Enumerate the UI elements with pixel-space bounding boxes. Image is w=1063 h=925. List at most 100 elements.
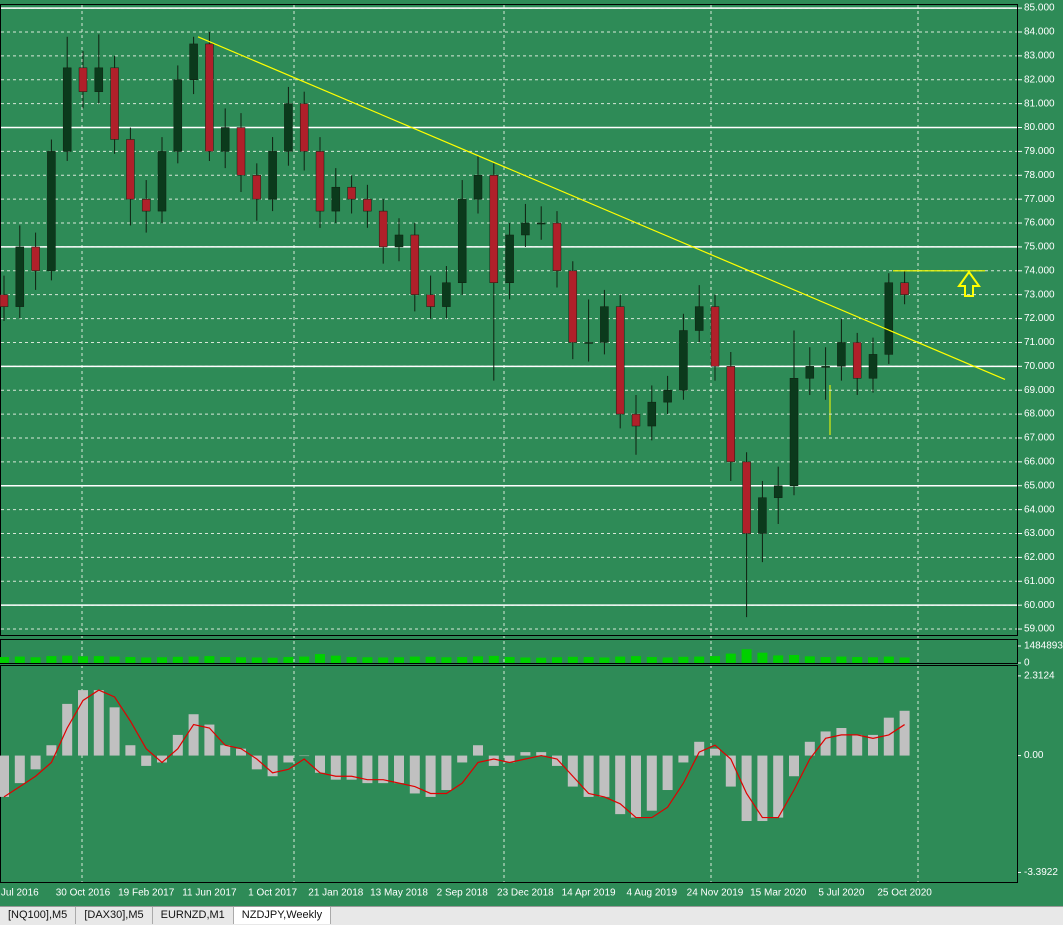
macd-bar (536, 752, 547, 756)
y-tick-label: 73.000 (1024, 289, 1055, 300)
background (0, 0, 1063, 906)
macd-bar (267, 755, 278, 777)
x-tick-label: 21 Jan 2018 (308, 888, 363, 899)
macd-bar (283, 755, 294, 763)
macd-bar (125, 745, 136, 756)
y-tick-label: 64.000 (1024, 504, 1055, 515)
macd-signal (3, 689, 905, 819)
y-tick-label: 84.000 (1024, 27, 1055, 38)
volume-bar (631, 656, 641, 663)
macd-bar (852, 734, 863, 756)
candle-body (694, 306, 704, 331)
y-tick-label: 78.000 (1024, 170, 1055, 181)
macd-tick-label: 2.3124 (1024, 671, 1055, 682)
volume-bar (567, 656, 578, 663)
y-tick-label: 83.000 (1024, 51, 1055, 62)
axis-panel (1018, 0, 1063, 906)
volume-bar (646, 657, 657, 663)
macd-bar (520, 752, 531, 756)
y-tick-label: 75.000 (1024, 242, 1055, 253)
macd-bar (646, 755, 657, 811)
volume-bar (757, 652, 768, 663)
macd-bar (93, 690, 104, 756)
macd-bar (441, 755, 452, 791)
x-tick-label: 11 Jun 2017 (182, 888, 237, 899)
y-tick-label: 69.000 (1024, 385, 1055, 396)
tab[interactable]: EURNZD,M1 (153, 907, 234, 924)
candle-body (126, 139, 135, 200)
macd-bar (773, 755, 784, 818)
y-tick-label: 59.000 (1024, 624, 1055, 635)
y-tick-label: 82.000 (1024, 74, 1055, 85)
tab[interactable]: NZDJPY,Weekly (233, 907, 332, 924)
x-tick-label: 15 Mar 2020 (750, 888, 807, 899)
candle-body (647, 401, 657, 427)
candle-body (457, 198, 467, 283)
y-tick-label: 71.000 (1024, 337, 1055, 348)
candle-body (62, 67, 72, 152)
candle-body (284, 103, 293, 152)
volume-bar (109, 656, 120, 663)
volume-bar (725, 653, 736, 663)
tab-bar: [NQ100],M5 [DAX30],M5 EURNZD,M1 NZDJPY,Week… (0, 906, 1063, 925)
volume-bar (315, 654, 325, 663)
arrow-annotation (957, 270, 981, 297)
volume-bar (251, 657, 262, 663)
candle-body (900, 282, 909, 295)
candle-body (584, 342, 593, 344)
candle-body (521, 222, 530, 236)
volume-bar (283, 657, 294, 663)
volume-bar (552, 657, 562, 663)
y-tick-label: 76.000 (1024, 218, 1055, 229)
candle-body (821, 366, 830, 368)
candle-body (489, 175, 499, 283)
y-tick-label: 68.000 (1024, 409, 1055, 420)
macd-bar (725, 755, 736, 787)
volume-bar (299, 656, 310, 663)
candle-body (15, 246, 25, 307)
volume-bar (188, 656, 199, 663)
y-tick-label: 60.000 (1024, 600, 1055, 611)
macd-bar (330, 755, 341, 780)
y-tick-label: 80.000 (1024, 122, 1055, 133)
x-tick-label: 24 Nov 2019 (687, 888, 744, 899)
macd-bar (694, 741, 705, 756)
candle-body (552, 222, 562, 272)
macd-bar (615, 755, 626, 815)
candle-body (710, 306, 720, 367)
volume-bar (536, 657, 547, 663)
macd-bar (883, 717, 894, 756)
volume-bar (78, 656, 88, 663)
candle-body (631, 413, 641, 427)
macd-bar (204, 724, 215, 756)
candle-body (252, 175, 262, 200)
candle-body (868, 354, 878, 379)
volume-bar (172, 656, 183, 663)
price-pane-border (0, 4, 1018, 636)
candle-body (726, 366, 736, 463)
candle-body (94, 67, 104, 92)
y-tick-label: 67.000 (1024, 433, 1055, 444)
macd-bar (109, 707, 120, 756)
macd-bar (820, 731, 831, 756)
volume-bar (267, 657, 278, 663)
candle-body (347, 186, 356, 200)
candle-body (78, 67, 88, 92)
macd-tick-label: -3.3922 (1024, 867, 1058, 878)
macd-bar (46, 745, 57, 756)
volume-bar (789, 654, 799, 663)
candle-body (315, 151, 325, 212)
y-tick-label: 62.000 (1024, 552, 1055, 563)
macd-bar (789, 755, 799, 777)
candle-body (679, 330, 688, 391)
tab[interactable]: [NQ100],M5 (0, 907, 77, 924)
volume-bar (441, 657, 452, 663)
candle-body (220, 127, 230, 152)
volume-bar (899, 657, 910, 663)
y-tick-label: 81.000 (1024, 98, 1055, 109)
macd-bar (757, 755, 768, 822)
tab[interactable]: [DAX30],M5 (76, 907, 153, 924)
volume-bar (488, 655, 499, 663)
macd-bar (172, 734, 183, 756)
